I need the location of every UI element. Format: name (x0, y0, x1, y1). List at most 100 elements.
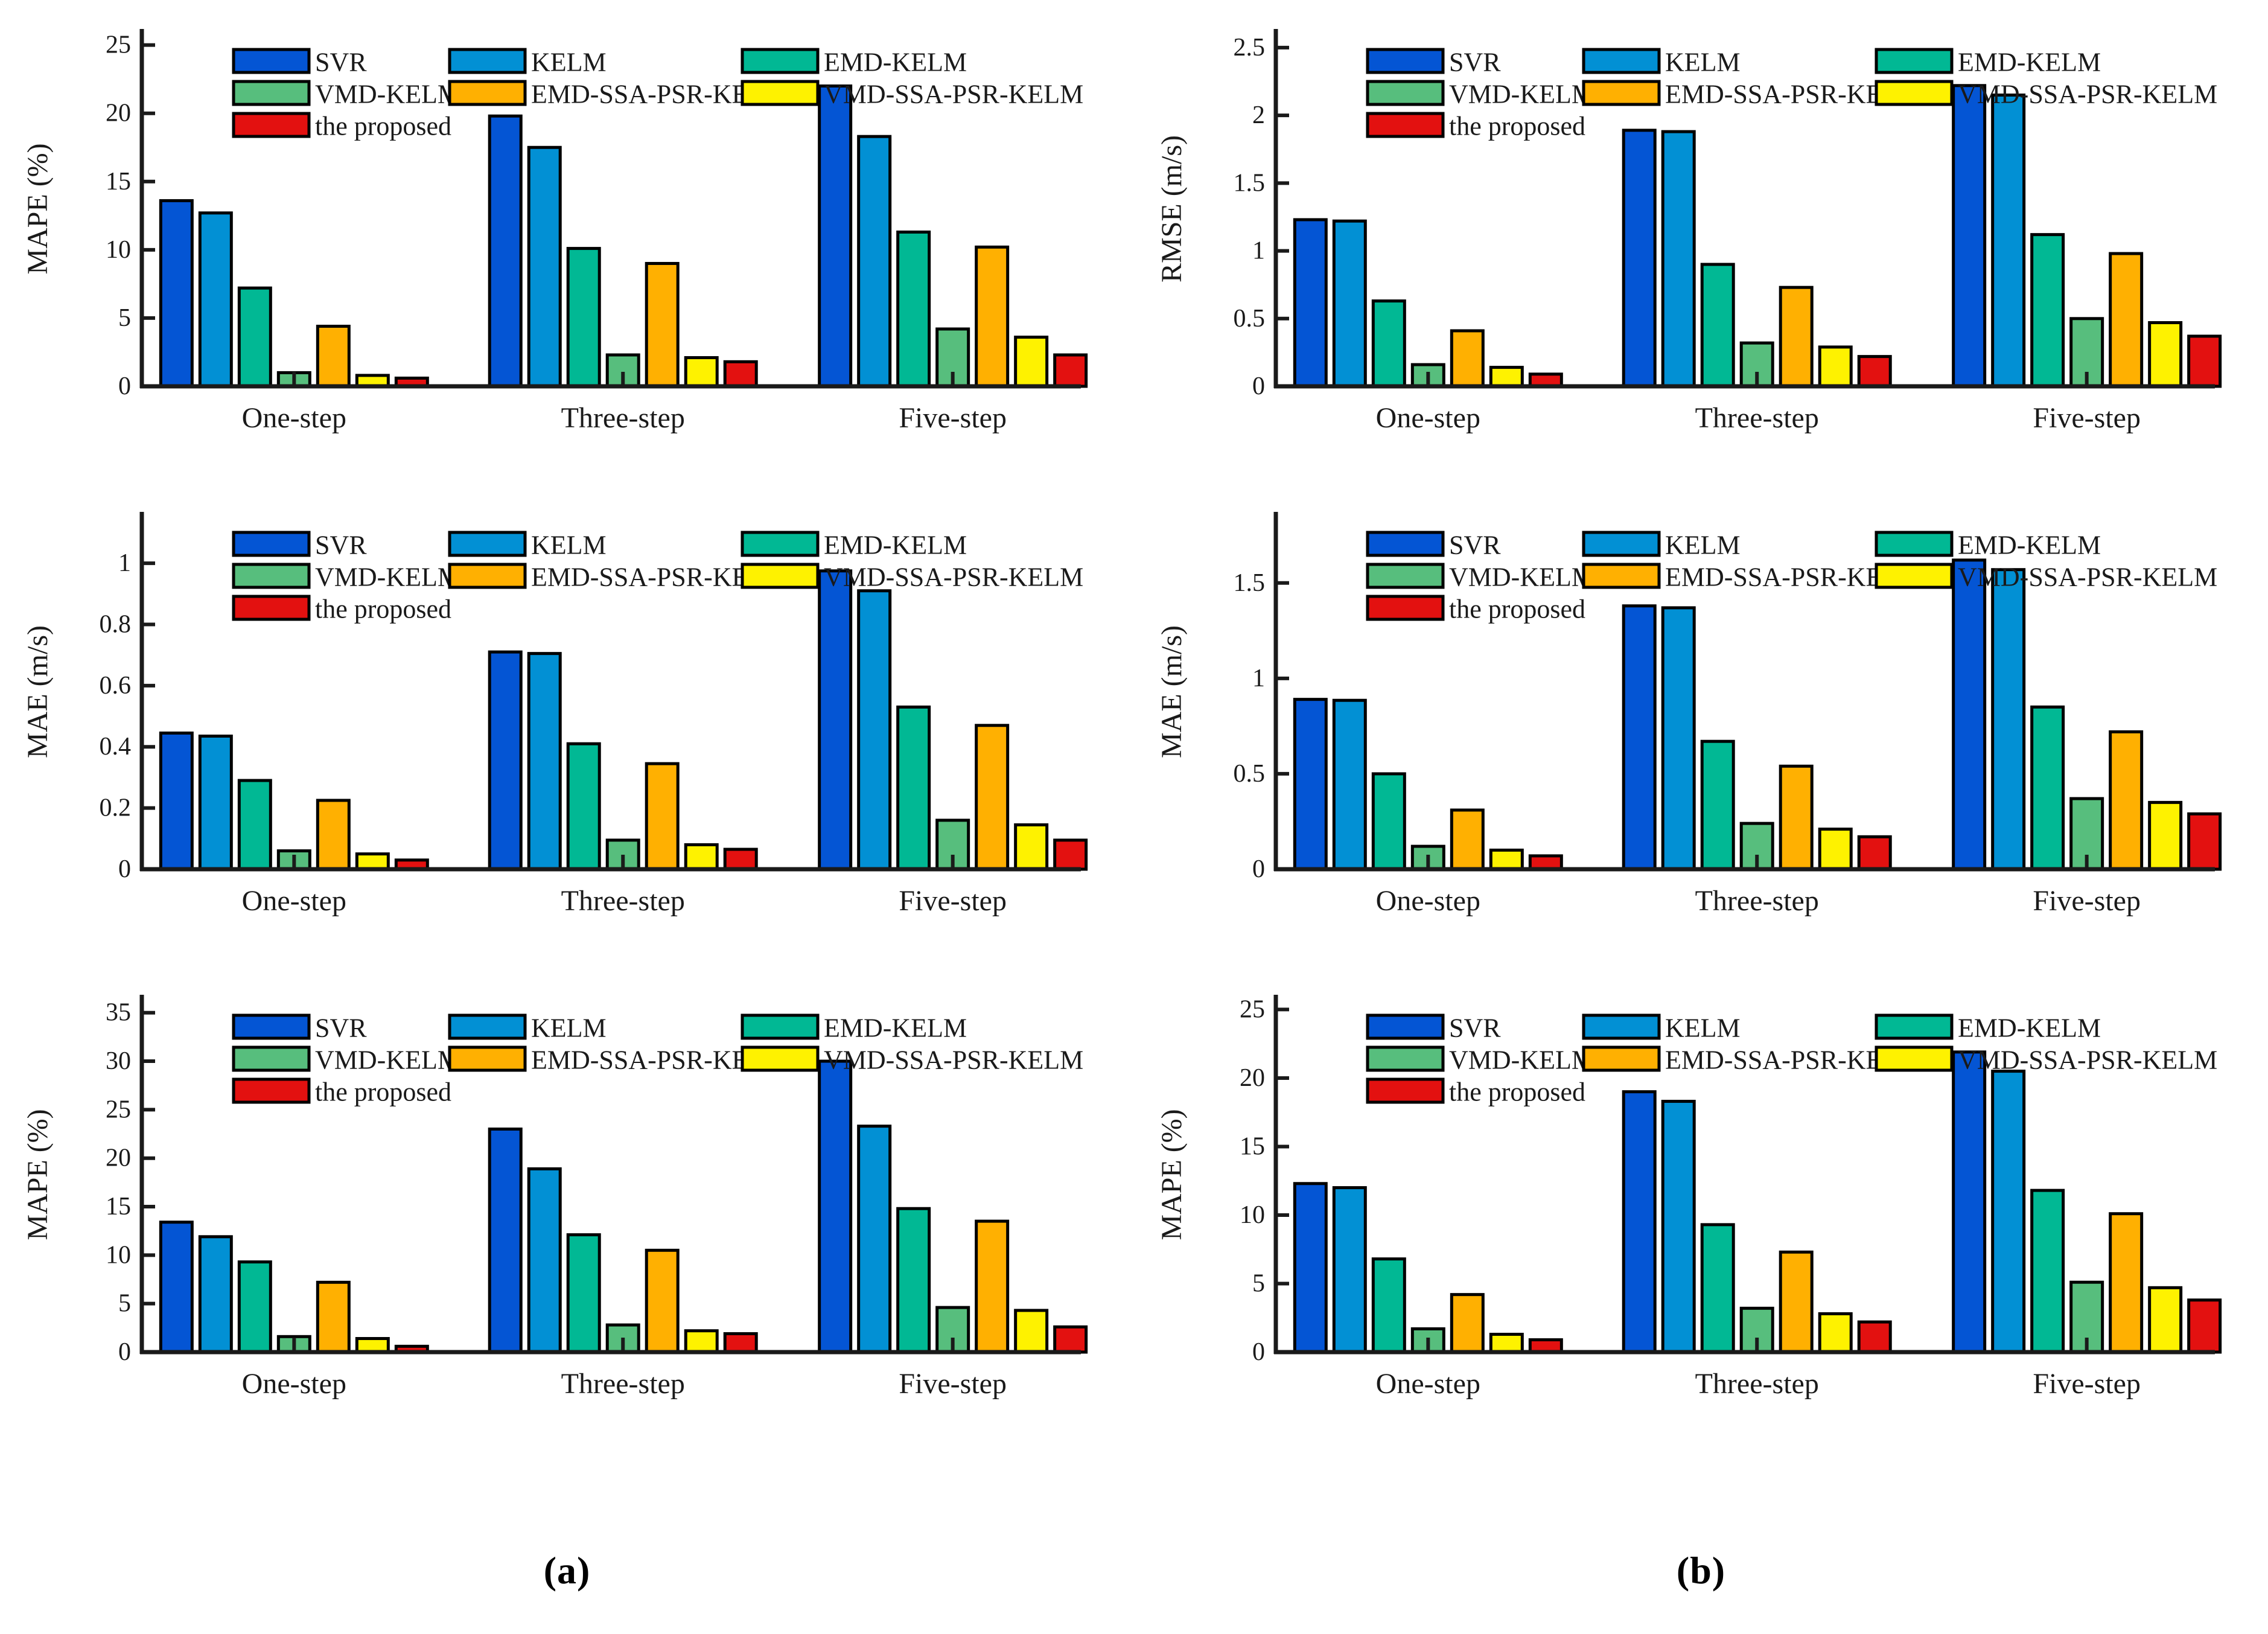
bar-emd-kelm-five-step (2030, 705, 2065, 871)
legend-label-vmd-kelm: VMD-KELM (1449, 80, 1595, 109)
legend-swatch-emd-ssa-psr-kelm (1582, 563, 1661, 589)
bar-kelm-three-step (1661, 606, 1696, 871)
legend-swatch-vmd-kelm (1366, 1045, 1445, 1072)
y-axis-label: MAPE (%) (22, 1109, 54, 1240)
legend-swatch-vmd-ssa-psr-kelm (1875, 1045, 1954, 1072)
legend-label-emd-kelm: EMD-KELM (1958, 48, 2101, 77)
legend-item-emd-ssa-psr-kelm: EMD-SSA-PSR-KELM (1582, 563, 1922, 592)
y-tick-label: 20 (106, 1144, 131, 1172)
bar-svr-three-step (488, 650, 523, 871)
legend-swatch-svr (1366, 1013, 1445, 1040)
legend-item-vmd-kelm: VMD-KELM (1366, 563, 1595, 592)
legend-item-the-proposed: the proposed (1366, 1077, 1585, 1107)
y-tick-label: 1 (1252, 665, 1265, 692)
bar-emd-ssa-psr-kelm-five-step (975, 245, 1010, 388)
legend-swatch-svr (1366, 531, 1445, 557)
bar-emd-kelm-one-step (1371, 772, 1406, 871)
bar-emd-kelm-five-step (2030, 233, 2065, 388)
category-label-three-step: Three-step (561, 402, 685, 434)
bar-vmd-ssa-psr-kelm-five-step (1014, 336, 1049, 388)
legend-item-vmd-kelm: VMD-KELM (1366, 1045, 1595, 1075)
legend-label-svr: SVR (1449, 1013, 1501, 1043)
bar-kelm-one-step (1332, 698, 1367, 871)
y-tick-label: 0.8 (100, 610, 132, 638)
chart-panel-4: 0 5 10 15 20 25 30 35 MAPE (%) One-step Three-step… (0, 966, 1134, 1449)
chart-panel-b-row1: 0 0.5 1 1.5 2 2.5 RMSE (m/s) One-step Three-step… (1156, 29, 2222, 434)
bar-vmd-ssa-psr-kelm-five-step (2148, 321, 2183, 388)
legend-label-emd-kelm: EMD-KELM (1958, 531, 2101, 560)
bar-the-proposed-five-step (2187, 812, 2222, 871)
category-label-one-step: One-step (242, 1368, 346, 1400)
category-label-five-step: Five-step (2033, 885, 2141, 917)
y-tick-label: 0.2 (100, 794, 132, 822)
category-label-five-step: Five-step (2033, 1368, 2141, 1400)
legend-swatch-vmd-kelm (232, 563, 311, 589)
bar-kelm-three-step (1661, 130, 1696, 388)
bar-svr-three-step (1622, 1090, 1657, 1354)
legend-item-emd-kelm: EMD-KELM (1875, 531, 2101, 560)
y-axis-label: MAE (m/s) (1156, 625, 1188, 758)
legend-swatch-vmd-ssa-psr-kelm (1875, 80, 1954, 106)
legend-swatch-kelm (1582, 1013, 1661, 1040)
bar-emd-kelm-three-step (1700, 263, 1735, 388)
legend-label-the-proposed: the proposed (1449, 595, 1585, 624)
legend-label-vmd-ssa-psr-kelm: VMD-SSA-PSR-KELM (824, 563, 1083, 592)
bar-emd-kelm-five-step (2030, 1189, 2065, 1354)
legend-swatch-svr (232, 1013, 311, 1040)
bar-emd-kelm-three-step (566, 247, 601, 388)
y-tick-label: 0 (1252, 372, 1265, 400)
caption-panel-a: (a) (543, 1549, 591, 1592)
bar-svr-one-step (159, 731, 194, 871)
bar-emd-ssa-psr-kelm-five-step (2109, 252, 2144, 388)
category-label-three-step: Three-step (561, 1368, 685, 1400)
legend-swatch-emd-kelm (1875, 48, 1954, 74)
legend-label-kelm: KELM (1665, 48, 1741, 77)
y-tick-label: 0.5 (1234, 305, 1266, 333)
legend-item-kelm: KELM (1582, 531, 1741, 560)
legend-item-emd-ssa-psr-kelm: EMD-SSA-PSR-KELM (1582, 80, 1922, 109)
legend-swatch-kelm (448, 1013, 527, 1040)
legend-swatch-the-proposed (1366, 112, 1445, 138)
y-tick-label: 35 (106, 999, 131, 1027)
legend-label-emd-kelm: EMD-KELM (824, 1013, 967, 1043)
legend-item-vmd-ssa-psr-kelm: VMD-SSA-PSR-KELM (741, 1045, 1083, 1075)
y-tick-label: 2.5 (1234, 34, 1266, 62)
y-tick-label: 15 (1240, 1132, 1265, 1160)
legend-label-kelm: KELM (1665, 531, 1741, 560)
charts-grid: 0 5 10 15 20 25 MAPE (%) One-step Three-step Five… (0, 29, 2222, 1449)
y-tick-label: 1 (118, 549, 131, 577)
bar-the-proposed-five-step (2187, 1298, 2222, 1354)
category-label-one-step: One-step (242, 402, 346, 434)
legend-swatch-emd-ssa-psr-kelm (448, 563, 527, 589)
legend-item-svr: SVR (232, 531, 367, 560)
chart-panel-a-row1: 0 5 10 15 20 25 MAPE (%) One-step Three-step Five… (22, 29, 1088, 434)
bar-svr-five-step (818, 1059, 853, 1354)
legend-item-kelm: KELM (448, 531, 607, 560)
y-tick-label: 10 (106, 1241, 131, 1269)
y-tick-label: 10 (106, 236, 131, 264)
y-tick-label: 20 (106, 100, 131, 127)
y-tick-label: 30 (106, 1047, 131, 1075)
legend-swatch-svr (232, 48, 311, 74)
category-label-one-step: One-step (242, 885, 346, 917)
bar-emd-ssa-psr-kelm-five-step (2109, 730, 2144, 871)
bar-the-proposed-three-step (1857, 835, 1892, 871)
bar-kelm-one-step (198, 211, 233, 388)
legend-swatch-emd-kelm (741, 1013, 820, 1040)
bar-kelm-five-step (857, 135, 892, 388)
bar-svr-three-step (488, 1127, 523, 1354)
bar-kelm-one-step (1332, 1186, 1367, 1354)
legend-label-the-proposed: the proposed (1449, 1077, 1585, 1107)
legend-item-vmd-kelm: VMD-KELM (232, 80, 461, 109)
bar-kelm-five-step (1991, 93, 2026, 388)
bar-emd-kelm-one-step (1371, 299, 1406, 388)
legend-item-vmd-ssa-psr-kelm: VMD-SSA-PSR-KELM (1875, 563, 2217, 592)
category-label-three-step: Three-step (561, 885, 685, 917)
bar-emd-ssa-psr-kelm-three-step (645, 762, 680, 871)
legend-item-svr: SVR (1366, 531, 1501, 560)
y-axis-label: MAPE (%) (22, 143, 54, 274)
legend-item-the-proposed: the proposed (232, 1077, 451, 1107)
y-tick-label: 15 (106, 1193, 131, 1221)
legend-item-svr: SVR (1366, 1013, 1501, 1043)
